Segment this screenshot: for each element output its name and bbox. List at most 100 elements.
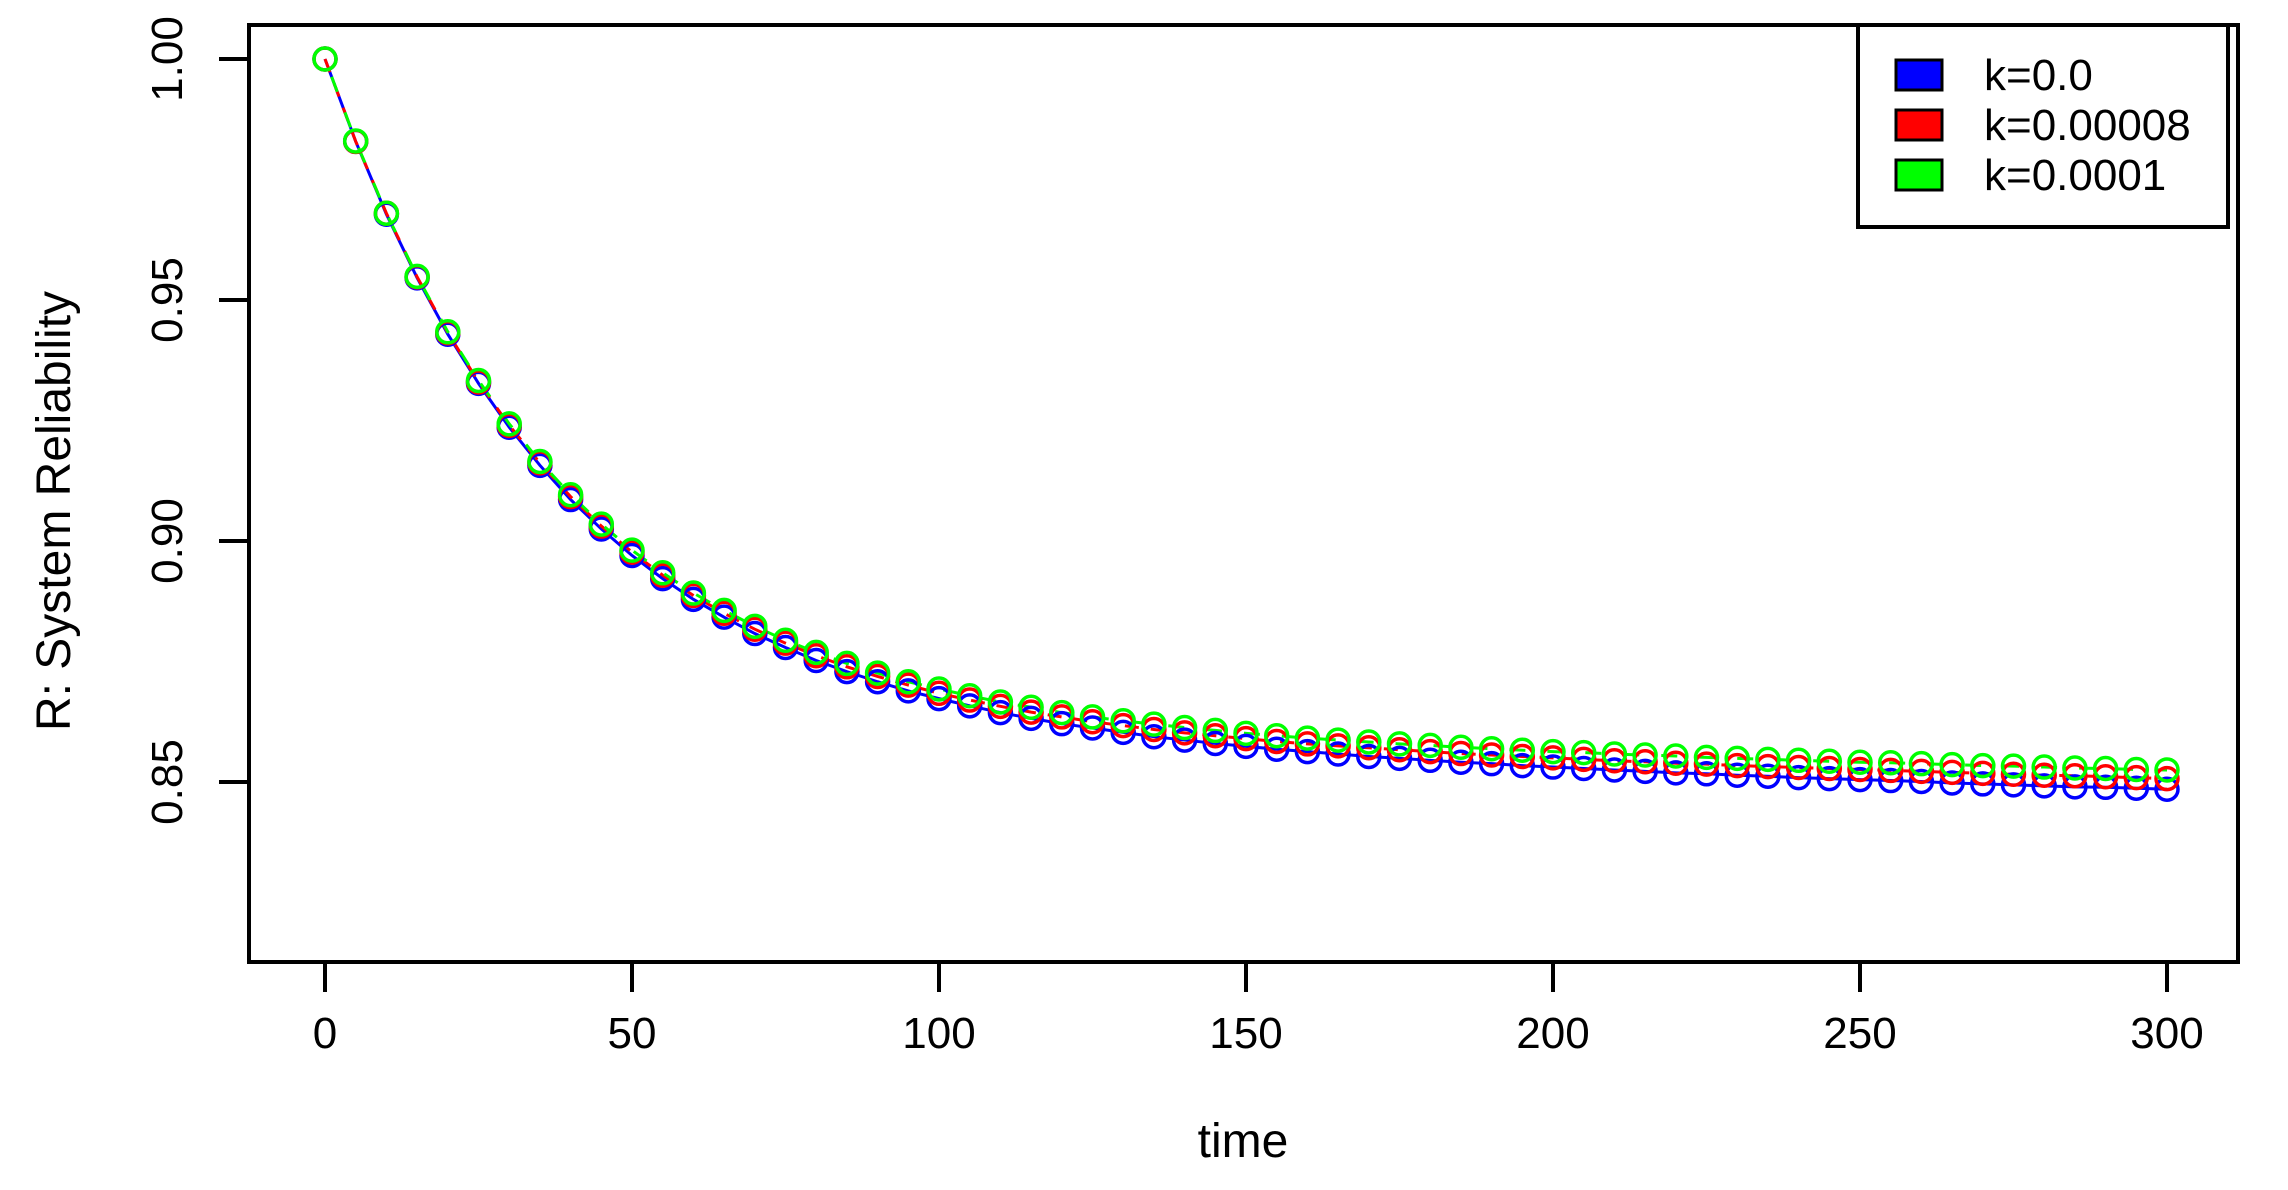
data-point	[1079, 704, 1106, 730]
data-point	[1325, 727, 1351, 753]
x-tick-label: 300	[2130, 1009, 2203, 1058]
data-point	[711, 597, 737, 624]
data-point	[2031, 754, 2057, 780]
data-point	[1816, 748, 1843, 775]
data-point	[1478, 735, 1505, 762]
data-point	[1939, 751, 1965, 778]
data-point	[1877, 749, 1904, 776]
data-point	[1509, 737, 1536, 763]
data-point	[803, 639, 829, 666]
data-point	[1294, 738, 1321, 765]
data-point	[1970, 752, 1996, 779]
data-point	[834, 650, 860, 677]
data-point	[956, 682, 983, 709]
x-axis-ticks: 0 50 100 150 200 250 300	[313, 962, 2204, 1058]
data-point	[1939, 759, 1965, 786]
data-point	[1417, 747, 1443, 774]
data-point	[1202, 717, 1229, 744]
data-point	[1601, 748, 1628, 774]
data-point	[1663, 743, 1689, 769]
data-point	[1356, 729, 1382, 755]
data-point	[1110, 719, 1136, 746]
data-point	[1663, 750, 1689, 776]
data-point	[895, 668, 922, 695]
data-point	[1263, 736, 1290, 762]
data-point	[2092, 763, 2119, 790]
data-point	[2123, 756, 2150, 783]
data-point	[1877, 767, 1904, 794]
data-point	[1816, 755, 1843, 782]
data-point	[2092, 774, 2119, 801]
data-point	[1693, 744, 1720, 771]
data-point	[1755, 753, 1781, 780]
data-point	[588, 511, 615, 537]
data-point	[1601, 757, 1628, 783]
data-point	[342, 128, 369, 154]
data-point	[1632, 742, 1658, 768]
data-point	[2154, 776, 2180, 802]
data-point	[2123, 764, 2150, 791]
data-point	[312, 46, 338, 72]
data-point	[1877, 757, 1904, 784]
data-point	[1049, 699, 1075, 726]
data-point	[557, 481, 584, 508]
series-line-2	[323, 58, 2168, 772]
data-point	[2062, 762, 2088, 789]
data-point	[1693, 761, 1720, 787]
data-point	[496, 411, 522, 437]
data-point	[2154, 757, 2180, 783]
x-tick-label: 200	[1516, 1009, 1589, 1058]
data-point	[649, 560, 676, 586]
data-point	[1724, 752, 1750, 779]
data-point	[1540, 754, 1566, 780]
y-tick-label: 0.90	[143, 498, 192, 584]
data-point	[465, 367, 492, 394]
data-point	[1755, 763, 1781, 789]
legend-swatch-blue	[1894, 58, 1944, 92]
data-point	[1632, 758, 1658, 785]
legend-swatch-green	[1894, 158, 1944, 192]
data-point	[1601, 741, 1628, 767]
data-point	[2000, 761, 2027, 788]
legend-label-green: k=0.0001	[1984, 151, 2166, 200]
data-point	[1908, 768, 1935, 795]
data-point	[1693, 751, 1720, 777]
data-point	[1908, 750, 1935, 777]
y-axis-title: R: System Reliability	[28, 291, 81, 731]
data-point	[1171, 714, 1198, 741]
data-point	[1939, 770, 1965, 796]
data-point	[1724, 745, 1750, 772]
data-point	[2123, 775, 2150, 802]
x-tick-label: 50	[608, 1009, 657, 1058]
data-point	[1049, 710, 1075, 737]
legend: k=0.0 k=0.00008 k=0.0001	[1856, 23, 2230, 229]
data-point	[2092, 755, 2119, 782]
data-point	[1018, 694, 1044, 721]
data-point	[1386, 731, 1413, 757]
legend-swatch-red	[1894, 108, 1944, 142]
data-point	[1263, 722, 1290, 749]
data-point	[1816, 765, 1843, 792]
series-markers	[312, 46, 2180, 802]
data-point	[2154, 765, 2180, 792]
data-point	[1509, 752, 1536, 779]
data-point	[1785, 764, 1812, 791]
x-tick-label: 150	[1209, 1009, 1282, 1058]
data-point	[1356, 743, 1382, 770]
data-point	[1233, 733, 1259, 760]
data-point	[2031, 773, 2057, 799]
data-point	[2062, 755, 2088, 781]
x-tick-label: 0	[313, 1009, 337, 1058]
data-point	[1448, 749, 1474, 775]
x-axis-title: time	[1198, 1115, 1289, 1168]
data-point	[527, 448, 553, 475]
x-tick-label: 250	[1823, 1009, 1896, 1058]
data-point	[435, 319, 461, 345]
data-point	[1233, 720, 1259, 747]
data-point	[1570, 755, 1597, 782]
legend-label-red: k=0.00008	[1984, 101, 2191, 150]
data-point	[1785, 747, 1812, 774]
data-point	[680, 580, 707, 606]
plot-frame	[247, 23, 2240, 964]
